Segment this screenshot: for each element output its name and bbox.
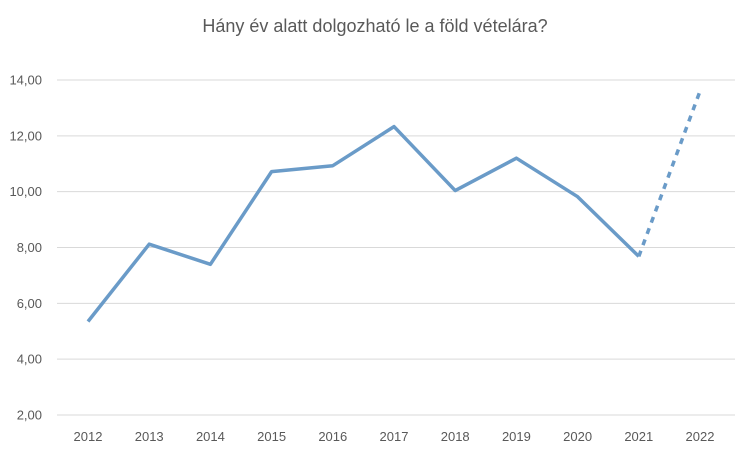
y-tick-label: 14,00 (9, 73, 42, 88)
y-tick-label: 12,00 (9, 128, 42, 143)
x-axis-ticks: 2012 2013 2014 2015 2016 2017 2018 2019 2020 2021… (74, 429, 715, 444)
series-lines (86, 90, 702, 323)
x-tick-label: 2021 (624, 429, 653, 444)
y-tick-label: 10,00 (9, 184, 42, 199)
gridlines (57, 79, 735, 416)
x-tick-label: 2015 (257, 429, 286, 444)
series-line-forecast (637, 90, 702, 258)
x-tick-label: 2014 (196, 429, 225, 444)
x-tick-label: 2018 (441, 429, 470, 444)
x-tick-label: 2022 (686, 429, 715, 444)
y-tick-label: 2,00 (17, 408, 42, 423)
x-tick-label: 2013 (135, 429, 164, 444)
x-tick-label: 2012 (74, 429, 103, 444)
x-tick-label: 2020 (563, 429, 592, 444)
y-axis-ticks: 2,00 4,00 6,00 8,00 10,00 12,00 14,00 (9, 73, 42, 423)
x-tick-label: 2016 (318, 429, 347, 444)
y-tick-label: 4,00 (17, 352, 42, 367)
series-line-actual (86, 124, 641, 323)
chart-title: Hány év alatt dolgozható le a föld vétel… (202, 16, 547, 36)
x-tick-label: 2019 (502, 429, 531, 444)
y-tick-label: 6,00 (17, 296, 42, 311)
x-tick-label: 2017 (380, 429, 409, 444)
y-tick-label: 8,00 (17, 240, 42, 255)
